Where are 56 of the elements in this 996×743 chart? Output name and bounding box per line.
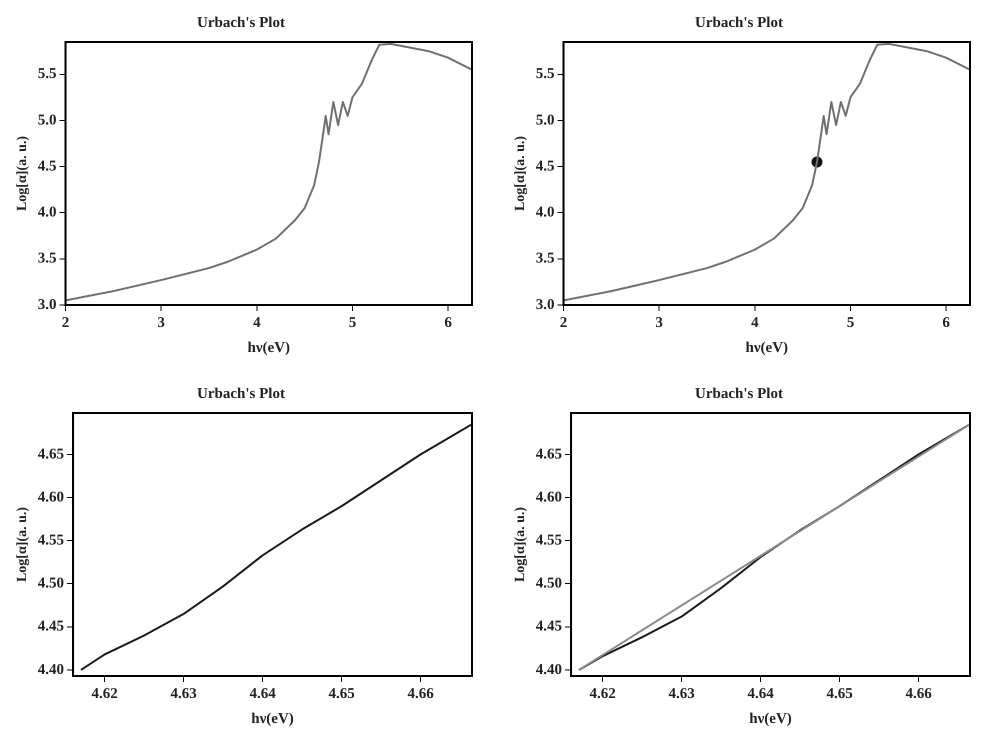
y-axis-title: Log[α](a. u.) [513, 136, 528, 212]
y-tick-label: 3.5 [536, 250, 555, 267]
y-tick-label: 4.0 [536, 204, 555, 221]
y-tick-label: 4.45 [536, 618, 562, 635]
x-tick-label: 5 [846, 314, 854, 331]
x-tick-label: 4.63 [668, 686, 695, 702]
y-axis-title: Log[α](a. u.) [15, 506, 30, 582]
x-tick-label: 4.63 [170, 686, 197, 702]
x-tick-label: 2 [560, 314, 568, 331]
y-tick-label: 3.0 [38, 296, 57, 313]
x-tick-label: 4.65 [826, 686, 853, 702]
y-tick-label: 5.5 [38, 66, 57, 82]
y-tick-label: 4.50 [38, 576, 64, 592]
x-tick-label: 4.65 [328, 686, 355, 702]
y-tick-label: 3.5 [38, 250, 57, 267]
x-axis-title: hν(eV) [248, 340, 290, 356]
x-tick-label: 6 [444, 314, 452, 331]
y-tick-label: 4.65 [536, 446, 562, 462]
x-tick-label: 2 [62, 314, 70, 331]
x-tick-label: 4 [253, 314, 262, 331]
y-tick-label: 4.65 [38, 446, 64, 462]
y-tick-label: 4.60 [536, 489, 562, 506]
x-axis-title: hν(eV) [749, 710, 792, 727]
x-tick-label: 3 [655, 314, 663, 331]
x-tick-label: 4 [751, 314, 760, 331]
chart-title: Urbach's Plot [197, 14, 285, 31]
y-tick-label: 5.0 [536, 112, 555, 128]
y-tick-label: 4.60 [38, 489, 64, 506]
y-tick-label: 4.5 [536, 158, 555, 174]
y-tick-label: 5.0 [38, 112, 57, 128]
y-tick-label: 4.40 [536, 662, 562, 678]
x-axis-title: hν(eV) [746, 340, 788, 356]
chart-title: Urbach's Plot [197, 386, 285, 402]
x-axis-title: hν(eV) [251, 710, 294, 727]
chart-title: Urbach's Plot [695, 386, 783, 402]
x-tick-label: 5 [348, 314, 356, 331]
y-tick-label: 4.0 [38, 204, 57, 221]
x-tick-label: 4.62 [590, 686, 616, 702]
y-axis-title: Log[α](a. u.) [15, 136, 30, 212]
x-tick-label: 6 [942, 314, 950, 331]
x-tick-label: 3 [157, 314, 165, 331]
x-tick-label: 4.66 [408, 686, 434, 702]
x-tick-label: 4.66 [906, 686, 932, 702]
chart-title: Urbach's Plot [695, 14, 783, 31]
y-tick-label: 3.0 [536, 296, 555, 313]
y-axis-title: Log[α](a. u.) [513, 506, 528, 582]
y-tick-label: 4.45 [38, 618, 64, 635]
y-tick-label: 4.55 [38, 532, 64, 548]
y-tick-label: 4.50 [536, 576, 562, 592]
y-tick-label: 4.40 [38, 662, 64, 678]
y-tick-label: 4.5 [38, 158, 57, 174]
x-tick-label: 4.64 [250, 686, 276, 702]
y-tick-label: 4.55 [536, 532, 562, 548]
x-tick-label: 4.62 [92, 686, 118, 702]
y-tick-label: 5.5 [536, 66, 555, 82]
x-tick-label: 4.64 [748, 686, 774, 702]
